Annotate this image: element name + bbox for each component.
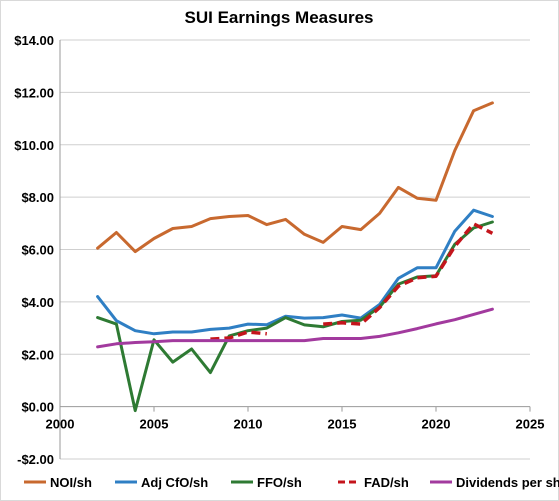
- series-line-fad-sh: [210, 330, 267, 341]
- series-line-dividends-per-share: [96, 307, 494, 349]
- series-line-noi-sh: [96, 101, 494, 254]
- chart-title: SUI Earnings Measures: [185, 8, 374, 27]
- x-tick-label: 2015: [328, 417, 357, 432]
- y-tick-labels: -$2.00 $0.00 $2.00 $4.00 $6.00 $8.00 $10.00 $12…: [14, 33, 54, 467]
- x-tick-label: 2010: [234, 417, 263, 432]
- legend-label-noi-sh: NOI/sh: [50, 475, 92, 490]
- legend: NOI/sh Adj CfO/sh FFO/sh FAD/sh Dividends pe…: [24, 475, 559, 490]
- y-tick-label: $6.00: [21, 243, 54, 258]
- legend-label-fad-sh: FAD/sh: [364, 475, 409, 490]
- x-tick-labels: 2000 2005 2010 2015 2020 2025: [46, 417, 545, 432]
- series-line-ffo-sh: [96, 220, 494, 413]
- y-tick-label: $12.00: [14, 85, 54, 100]
- axes: [59, 40, 531, 459]
- x-tick-label: 2005: [140, 417, 169, 432]
- y-tick-label: $2.00: [21, 347, 54, 362]
- series-lines: [96, 101, 494, 413]
- series-line-adj-cfo-sh: [96, 208, 494, 336]
- legend-label-dividends-per-share: Dividends per share: [456, 475, 559, 490]
- y-tick-label: $0.00: [21, 400, 54, 415]
- legend-label-ffo-sh: FFO/sh: [257, 475, 302, 490]
- x-tick-label: 2000: [46, 417, 75, 432]
- y-tick-label: -$2.00: [17, 452, 54, 467]
- x-tick-label: 2025: [516, 417, 545, 432]
- y-tick-label: $4.00: [21, 295, 54, 310]
- legend-label-adj-cfo-sh: Adj CfO/sh: [141, 475, 208, 490]
- y-tick-label: $14.00: [14, 33, 54, 48]
- x-tick-label: 2020: [422, 417, 451, 432]
- series-line-fad-sh: [323, 222, 494, 326]
- y-tick-label: $8.00: [21, 190, 54, 205]
- y-tick-label: $10.00: [14, 138, 54, 153]
